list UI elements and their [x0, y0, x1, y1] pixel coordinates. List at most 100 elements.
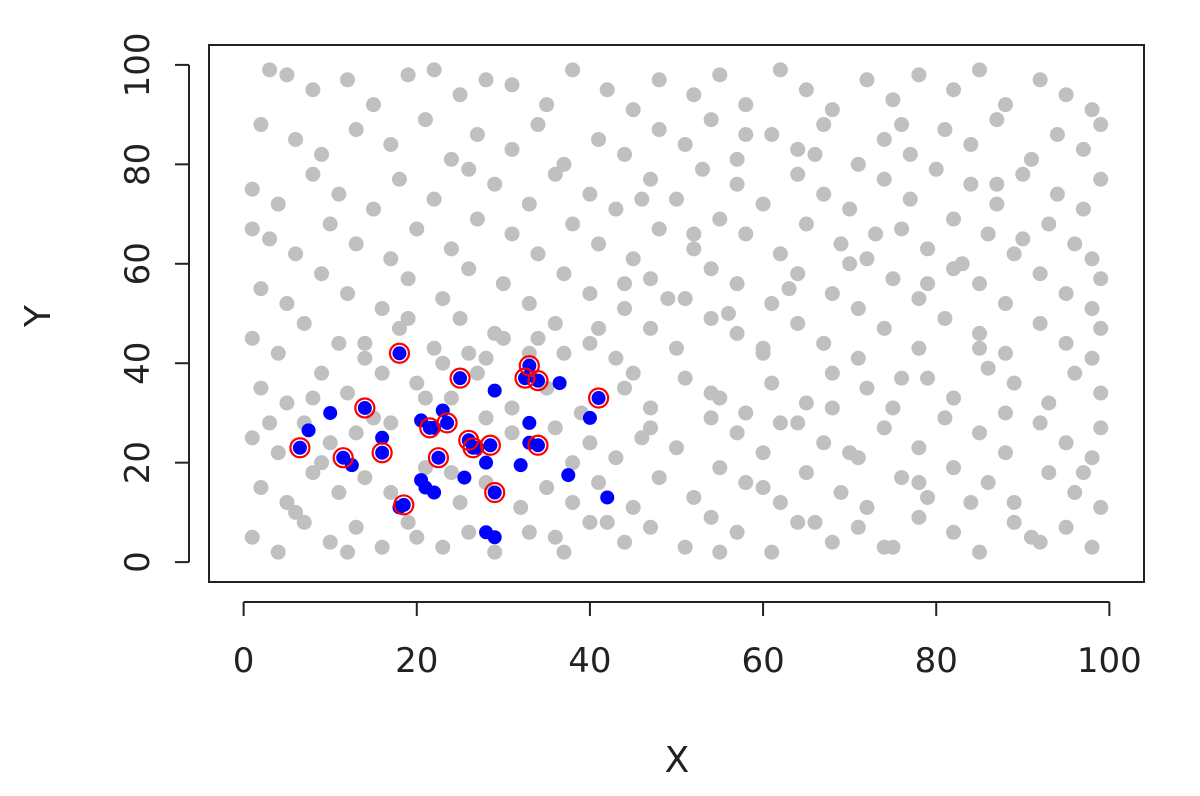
background-point [876, 320, 892, 336]
background-point [625, 251, 641, 267]
background-point [625, 499, 641, 515]
background-point [712, 544, 728, 560]
selected-point [301, 423, 316, 438]
background-point [383, 251, 399, 267]
background-point [426, 340, 442, 356]
background-point [876, 420, 892, 436]
selected-point [552, 376, 567, 391]
background-point [660, 291, 676, 307]
background-point [305, 166, 321, 182]
background-point [790, 141, 806, 157]
background-point [902, 146, 918, 162]
background-point [1084, 450, 1100, 466]
background-point [253, 480, 269, 496]
background-point [608, 350, 624, 366]
selected-point [292, 440, 307, 455]
background-point [565, 62, 581, 78]
selected-point [457, 470, 472, 485]
background-point [1058, 286, 1074, 302]
background-point [314, 266, 330, 282]
background-point [1032, 266, 1048, 282]
selected-point [427, 485, 442, 500]
background-point [755, 480, 771, 496]
background-point [1067, 485, 1083, 500]
background-point [521, 524, 537, 540]
background-point [314, 455, 330, 471]
background-point [314, 146, 330, 162]
background-point [824, 286, 840, 302]
background-point [469, 211, 485, 227]
background-point [400, 271, 416, 287]
y-axis-title: Y [18, 304, 59, 328]
background-point [894, 117, 910, 133]
background-point [461, 524, 477, 540]
background-point [972, 62, 988, 78]
background-point [547, 529, 563, 545]
background-point [980, 226, 996, 242]
background-point [772, 494, 788, 510]
background-point [850, 156, 866, 172]
background-point [1067, 236, 1083, 252]
background-point [279, 494, 295, 510]
background-point [920, 370, 936, 386]
background-point [963, 494, 979, 510]
background-point [539, 480, 555, 496]
background-point [677, 370, 693, 386]
background-point [911, 509, 927, 525]
background-point [1058, 519, 1074, 535]
background-point [643, 171, 659, 187]
background-point [461, 161, 477, 177]
background-point [937, 310, 953, 326]
selected-point [591, 391, 606, 406]
background-point [340, 385, 356, 401]
background-point [720, 306, 736, 321]
background-point [937, 410, 953, 426]
selected-point [487, 530, 502, 545]
background-point [435, 355, 451, 371]
background-point [920, 489, 936, 505]
selected-point [440, 415, 455, 430]
background-point [911, 340, 927, 356]
background-point [253, 117, 269, 133]
y-tick-label: 40 [118, 342, 158, 385]
x-axis-title: X [665, 740, 690, 781]
background-point [712, 460, 728, 476]
highlight-ring [449, 367, 471, 389]
background-point [920, 276, 936, 292]
background-point [244, 430, 260, 446]
background-point [669, 340, 684, 356]
background-point [764, 544, 780, 560]
background-point [461, 261, 477, 277]
background-point [755, 340, 771, 356]
background-point [972, 276, 988, 292]
background-point [556, 266, 572, 282]
background-point [963, 176, 979, 192]
background-point [937, 122, 953, 138]
background-point [946, 390, 962, 406]
background-point [772, 246, 788, 262]
background-point [617, 380, 633, 396]
background-point [1075, 201, 1091, 217]
selected-point [487, 383, 502, 398]
background-point [625, 102, 641, 118]
background-point [686, 87, 702, 103]
selected-point [600, 490, 615, 505]
background-point [850, 519, 866, 535]
background-point [911, 475, 927, 491]
highlight-ring [332, 447, 354, 469]
background-point [400, 310, 416, 326]
background-point [833, 485, 849, 500]
background-point [703, 261, 719, 277]
selected-point [357, 400, 372, 415]
background-point [530, 330, 546, 346]
background-point [279, 296, 295, 312]
background-point [729, 524, 745, 540]
background-point [798, 82, 814, 98]
background-point [357, 470, 373, 486]
background-point [288, 246, 304, 262]
background-point [798, 465, 814, 481]
background-point [1075, 465, 1091, 481]
background-point [253, 281, 269, 297]
background-point [885, 271, 901, 287]
